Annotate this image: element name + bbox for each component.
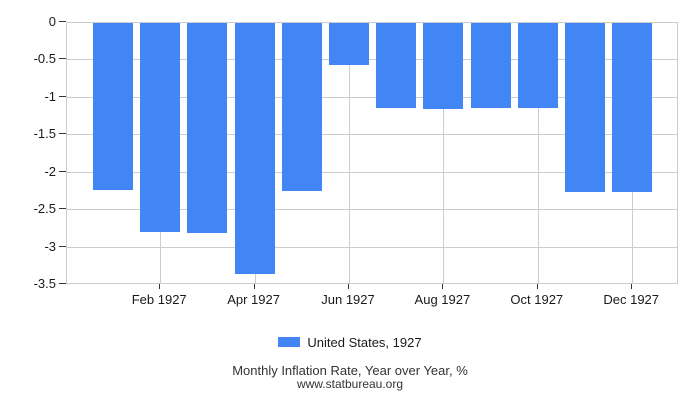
bar: [234, 23, 275, 274]
y-axis-tick: [59, 208, 66, 210]
x-axis-tick: [253, 284, 255, 289]
bar: [517, 23, 558, 109]
x-axis-tick-label: Aug 1927: [414, 292, 471, 307]
bar: [423, 23, 464, 110]
x-axis-tick: [442, 284, 444, 289]
v-gridline: [537, 23, 539, 283]
bar: [470, 23, 511, 109]
y-axis-tick: [59, 245, 66, 247]
y-axis-tick-label: -1.5: [33, 126, 56, 142]
y-axis-tick-label: -2.5: [33, 201, 56, 217]
bar: [187, 23, 228, 234]
y-axis-tick: [59, 133, 66, 135]
x-axis-tick-label: Apr 1927: [227, 292, 280, 307]
y-axis-tick-label: 0: [48, 14, 56, 29]
x-axis-tick: [631, 284, 633, 289]
x-axis-tick-label: Oct 1927: [510, 292, 564, 307]
chart-source-url: www.statbureau.org: [296, 377, 404, 391]
y-axis-tick: [59, 95, 66, 97]
h-gridline: [67, 134, 677, 136]
h-gridline: [67, 171, 677, 173]
bar: [565, 23, 605, 193]
v-gridline: [443, 23, 445, 283]
legend-label: United States, 1927: [307, 334, 422, 350]
y-axis-tick: [59, 21, 66, 22]
chart-title: Monthly Inflation Rate, Year over Year, …: [232, 363, 468, 378]
y-axis-tick: [59, 283, 66, 284]
bar: [93, 23, 133, 190]
legend: United States, 1927: [0, 334, 700, 350]
y-axis-tick-label: -3.5: [33, 276, 56, 291]
x-axis-tick: [536, 284, 538, 289]
bar: [329, 23, 369, 65]
h-gridline: [67, 209, 677, 211]
y-axis-tick-label: -3: [44, 238, 56, 254]
v-gridline: [349, 23, 350, 283]
bar: [140, 23, 181, 232]
y-axis-tick-label: -2: [44, 163, 56, 179]
y-axis-tick: [59, 170, 66, 172]
legend-swatch: [278, 337, 301, 347]
bar: [376, 23, 417, 109]
h-gridline: [67, 96, 677, 98]
y-axis-tick-label: -1: [44, 88, 56, 104]
h-gridline: [67, 246, 677, 248]
x-axis-tick: [348, 284, 349, 289]
h-gridline: [67, 59, 677, 61]
plot-area: [66, 22, 678, 284]
bar: [281, 23, 322, 192]
x-axis-tick-label: Feb 1927: [131, 292, 187, 307]
y-axis-tick-label: -0.5: [33, 51, 56, 67]
x-axis-tick: [159, 284, 161, 289]
y-axis-tick: [59, 58, 66, 60]
x-axis-tick-label: Jun 1927: [321, 292, 375, 307]
bar: [612, 23, 653, 193]
x-axis-tick-label: Dec 1927: [603, 292, 660, 307]
